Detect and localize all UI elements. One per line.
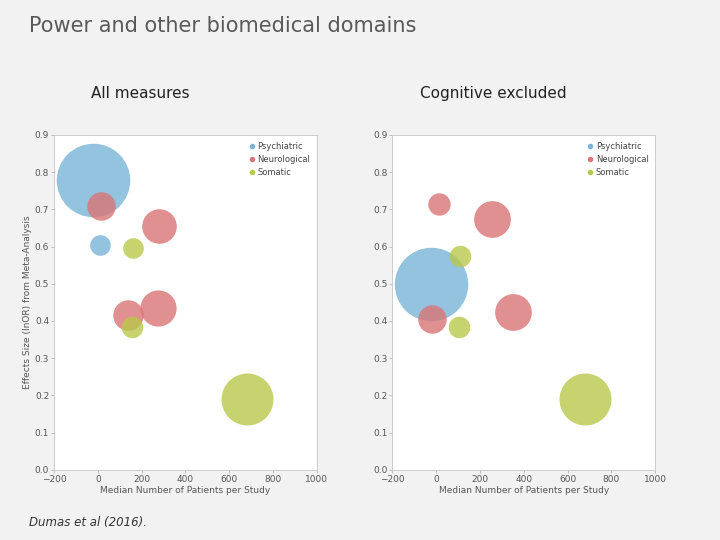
Point: [426, 315, 438, 323]
Point: [127, 244, 139, 253]
Legend: Psychiatric, Neurological, Somatic: Psychiatric, Neurological, Somatic: [585, 139, 651, 179]
Point: [580, 395, 591, 403]
Point: [126, 322, 138, 331]
Point: [425, 280, 436, 288]
Point: [94, 240, 106, 249]
Point: [454, 322, 465, 331]
Point: [95, 201, 107, 210]
Point: [153, 222, 165, 231]
Text: Cognitive excluded: Cognitive excluded: [420, 86, 567, 102]
Point: [88, 176, 99, 184]
Point: [486, 214, 498, 223]
X-axis label: Median Number of Patients per Study: Median Number of Patients per Study: [100, 487, 271, 495]
X-axis label: Median Number of Patients per Study: Median Number of Patients per Study: [438, 487, 609, 495]
Point: [152, 303, 163, 312]
Point: [241, 395, 253, 403]
Point: [507, 307, 518, 316]
Text: Dumas et al (2016).: Dumas et al (2016).: [29, 516, 147, 529]
Point: [454, 252, 466, 260]
Y-axis label: Effects Size (lnOR) from Meta-Analysis: Effects Size (lnOR) from Meta-Analysis: [23, 215, 32, 389]
Text: All measures: All measures: [91, 86, 189, 102]
Legend: Psychiatric, Neurological, Somatic: Psychiatric, Neurological, Somatic: [247, 139, 312, 179]
Point: [433, 199, 445, 208]
Point: [122, 311, 134, 320]
Text: Power and other biomedical domains: Power and other biomedical domains: [29, 16, 416, 36]
